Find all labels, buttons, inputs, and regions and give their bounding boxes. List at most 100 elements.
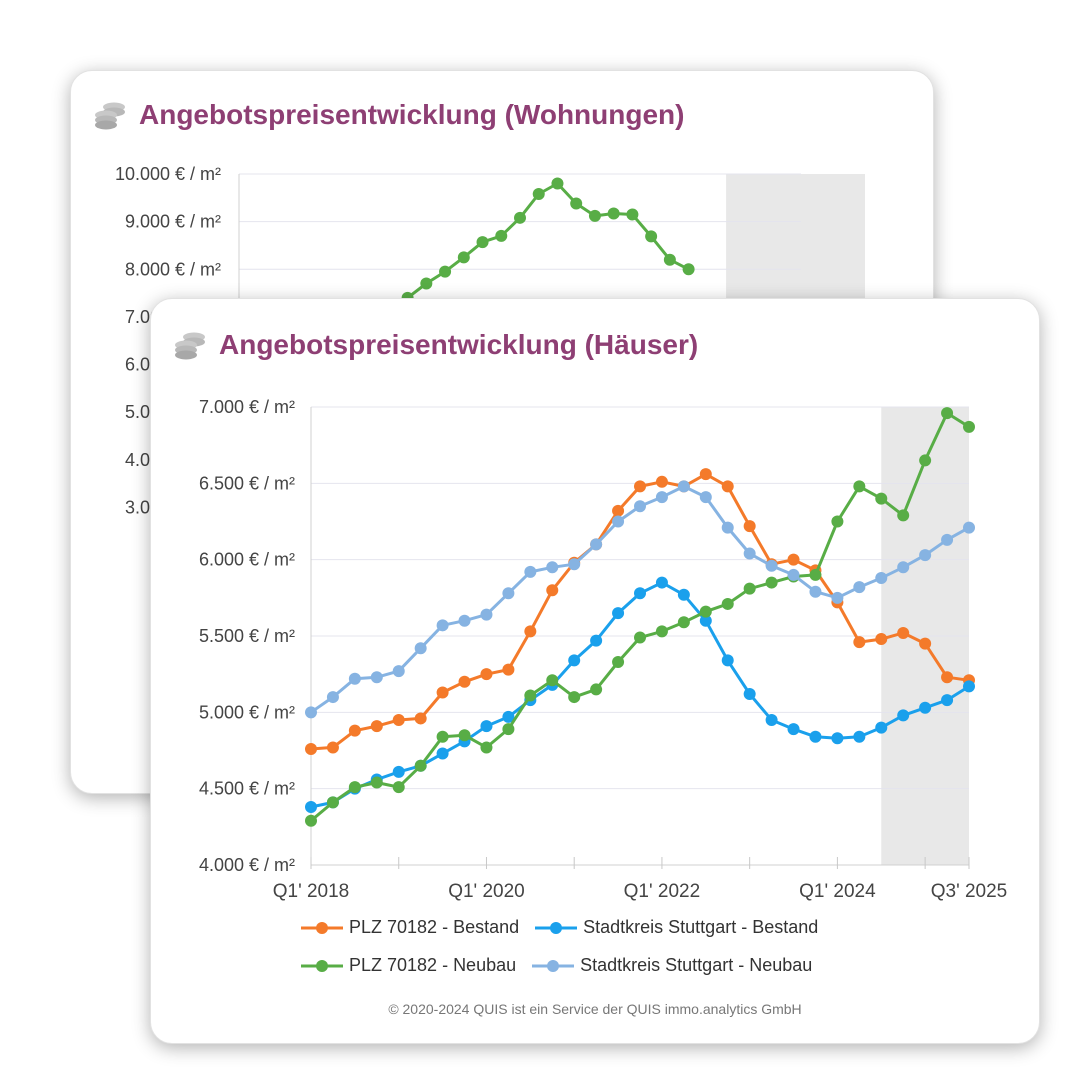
data-point — [634, 500, 646, 513]
chart-title-wohnungen: Angebotspreisentwicklung (Wohnungen) — [93, 99, 684, 131]
data-point — [370, 671, 383, 684]
data-point — [502, 587, 515, 600]
data-point — [655, 625, 668, 638]
data-point — [370, 776, 383, 789]
series-line — [406, 182, 690, 299]
data-point — [392, 713, 405, 726]
y-tick-label: 8.000 € / m² — [125, 259, 221, 279]
data-point — [634, 587, 646, 600]
data-point — [853, 636, 866, 649]
data-point — [897, 509, 910, 522]
data-point — [875, 721, 888, 734]
data-point — [480, 608, 493, 621]
series-line — [310, 472, 970, 751]
y-tick-label: 4.500 € / m² — [199, 779, 295, 799]
data-point — [524, 565, 537, 578]
data-point — [809, 730, 822, 743]
data-point — [414, 712, 427, 725]
data-point — [875, 492, 888, 505]
data-point — [502, 663, 515, 676]
legend-item[interactable]: PLZ 70182 - Bestand — [301, 917, 519, 938]
data-point — [634, 480, 646, 493]
data-point — [919, 454, 932, 467]
data-point — [655, 475, 668, 488]
legend-item[interactable]: PLZ 70182 - Neubau — [301, 955, 516, 976]
data-point — [524, 689, 537, 702]
y-tick-label: 5.000 € / m² — [199, 702, 295, 722]
data-point — [480, 741, 493, 754]
data-point — [655, 576, 668, 589]
data-point — [941, 407, 954, 420]
data-point — [721, 480, 734, 493]
data-point — [476, 236, 489, 249]
x-tick-label: Q1' 2018 — [273, 881, 350, 902]
data-point — [546, 674, 559, 687]
data-point — [588, 209, 601, 222]
data-point — [414, 642, 427, 655]
coins-icon — [95, 102, 125, 130]
data-point — [787, 553, 800, 566]
data-point — [532, 188, 545, 201]
x-tick-label: Q3' 2025 — [931, 881, 1008, 902]
data-point — [677, 588, 690, 601]
data-point — [514, 211, 526, 224]
data-point — [458, 729, 471, 742]
legend-label: Stadtkreis Stuttgart - Bestand — [583, 917, 819, 937]
data-point — [612, 655, 625, 668]
data-point — [420, 277, 433, 290]
data-point — [765, 576, 778, 589]
chart-title-text: Angebotspreisentwicklung (Häuser) — [219, 329, 699, 360]
data-point — [721, 597, 734, 610]
data-point — [963, 521, 975, 534]
data-point — [414, 759, 427, 772]
data-point — [590, 683, 603, 696]
data-point — [480, 720, 493, 733]
y-tick-label: 6.500 € / m² — [199, 473, 295, 493]
data-point — [831, 515, 844, 528]
legend-item[interactable]: Stadtkreis Stuttgart - Neubau — [532, 955, 812, 976]
data-point — [699, 468, 712, 481]
legend-swatch — [301, 921, 343, 934]
coins-icon — [175, 332, 205, 360]
data-point — [546, 561, 559, 574]
data-point — [743, 582, 756, 595]
data-point — [682, 263, 695, 276]
data-point — [392, 781, 405, 794]
data-point — [502, 710, 515, 723]
data-point — [326, 796, 339, 809]
data-point — [568, 654, 581, 667]
data-point — [436, 686, 449, 699]
data-point — [348, 724, 361, 737]
data-point — [524, 625, 537, 638]
legend-swatch — [301, 959, 343, 972]
data-point — [677, 616, 690, 629]
legend-item[interactable]: Stadtkreis Stuttgart - Bestand — [535, 917, 818, 938]
data-point — [370, 720, 383, 733]
data-point — [875, 571, 888, 584]
data-point — [392, 665, 405, 678]
data-point — [612, 515, 625, 528]
data-point — [897, 561, 910, 574]
data-point — [919, 701, 932, 714]
legend-label: Stadtkreis Stuttgart - Neubau — [580, 955, 813, 975]
data-point — [568, 691, 581, 704]
data-point — [699, 614, 712, 627]
data-point — [787, 568, 800, 581]
data-point — [743, 547, 756, 560]
data-point — [458, 675, 471, 688]
data-point — [677, 480, 690, 493]
data-point — [326, 741, 339, 754]
y-tick-label: 6.000 € / m² — [199, 550, 295, 570]
data-point — [809, 585, 822, 598]
data-point — [919, 637, 932, 650]
data-point — [634, 631, 646, 644]
x-tick-label: Q1' 2020 — [448, 881, 525, 902]
data-point — [546, 584, 559, 597]
data-point — [305, 706, 317, 719]
data-point — [590, 634, 603, 647]
x-tick-label: Q1' 2022 — [624, 881, 701, 902]
legend-label: PLZ 70182 - Neubau — [349, 955, 517, 975]
data-point — [853, 581, 866, 594]
data-point — [645, 230, 658, 243]
data-point — [787, 723, 800, 736]
